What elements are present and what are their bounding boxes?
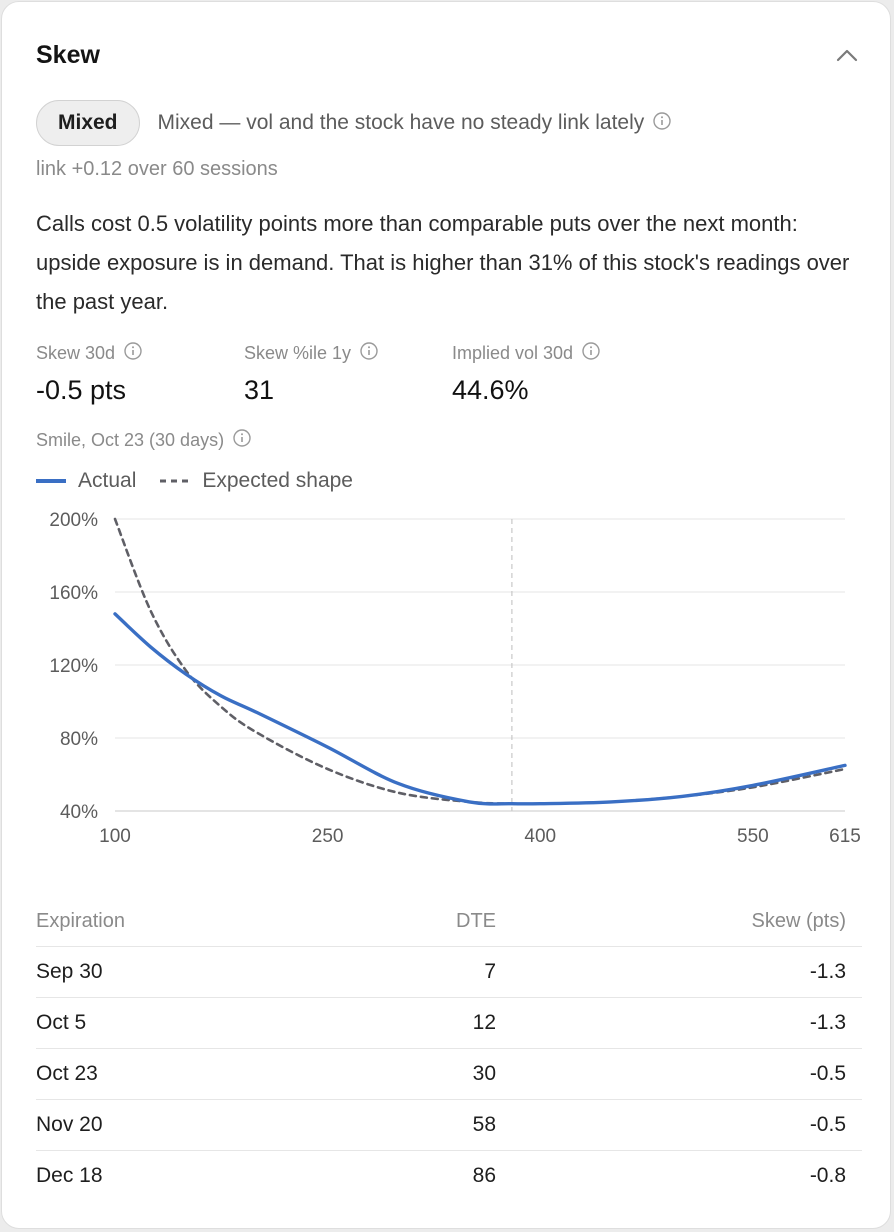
info-icon[interactable] (652, 111, 672, 136)
table-row: Oct 5 12 -1.3 (36, 998, 862, 1049)
cell-dte: 30 (472, 1062, 496, 1085)
info-icon[interactable] (232, 428, 252, 453)
info-icon[interactable] (359, 341, 379, 366)
table-row: Nov 20 58 -0.5 (36, 1100, 862, 1151)
metric-value: -0.5 pts (36, 375, 127, 405)
metric-skew-percentile: Skew %ile 1y 31 (244, 340, 379, 406)
legend-actual: Actual (36, 469, 136, 493)
x-tick-label: 250 (312, 826, 344, 847)
chart-legend: Actual Expected shape (36, 466, 377, 496)
x-tick-label: 100 (99, 826, 131, 847)
cell-dte: 7 (484, 960, 496, 983)
cell-expiration: Oct 23 (36, 1062, 98, 1085)
metric-skew-30d: Skew 30d -0.5 pts (36, 340, 143, 406)
cell-skew: -0.8 (809, 1164, 846, 1187)
table-header: Expiration DTE Skew (pts) (36, 896, 862, 947)
col-skew: Skew (pts) (751, 910, 846, 932)
info-icon[interactable] (123, 341, 143, 366)
metric-label: Skew %ile 1y (244, 342, 352, 363)
table-row: Oct 23 30 -0.5 (36, 1049, 862, 1100)
y-tick-label: 40% (60, 802, 98, 823)
smile-title: Smile, Oct 23 (30 days) (36, 430, 225, 450)
chevron-up-icon (836, 49, 858, 62)
metric-label: Implied vol 30d (452, 342, 574, 363)
metric-implied-vol: Implied vol 30d 44.6% (452, 340, 601, 406)
y-tick-label: 120% (49, 656, 98, 677)
table-row: Dec 18 86 -0.8 (36, 1151, 862, 1202)
y-tick-label: 200% (49, 510, 98, 531)
metric-value: 31 (244, 375, 275, 405)
info-icon[interactable] (581, 341, 601, 366)
cell-dte: 12 (472, 1011, 496, 1034)
cell-expiration: Sep 30 (36, 960, 103, 983)
cell-skew: -1.3 (809, 1011, 846, 1034)
cell-dte: 86 (472, 1164, 496, 1187)
metric-value: 44.6% (452, 375, 529, 405)
cell-expiration: Oct 5 (36, 1011, 87, 1034)
legend-solid-line-icon (36, 479, 66, 483)
skew-summary: Calls cost 0.5 volatility points more th… (36, 211, 850, 314)
x-tick-label: 615 (829, 826, 861, 847)
series-expected-line (113, 517, 847, 806)
legend-dashed-line-icon (160, 479, 191, 483)
card-title: Skew (36, 41, 100, 69)
x-tick-label: 550 (737, 826, 769, 847)
cell-expiration: Dec 18 (36, 1164, 103, 1187)
smile-chart: 40% 80% 120% 160% 200% 100 250 400 550 615 (49, 510, 861, 847)
x-tick-label: 400 (524, 826, 556, 847)
legend-label: Expected shape (202, 469, 353, 492)
link-stat: link +0.12 over 60 sessions (36, 158, 278, 180)
regime-badge: Mixed (36, 100, 140, 146)
regime-description: Mixed — vol and the stock have no steady… (157, 111, 645, 134)
table-row: Sep 30 7 -1.3 (36, 947, 862, 998)
series-actual-line (113, 612, 847, 806)
cell-dte: 58 (472, 1113, 496, 1136)
skew-table: Expiration DTE Skew (pts) Sep 30 7 -1.3 … (36, 896, 862, 1202)
cell-skew: -1.3 (809, 960, 846, 983)
cell-expiration: Nov 20 (36, 1113, 103, 1136)
smile-label: Smile, Oct 23 (30 days) (36, 428, 252, 453)
legend-label: Actual (78, 469, 137, 492)
y-tick-label: 80% (60, 729, 98, 750)
cell-skew: -0.5 (809, 1113, 846, 1136)
metric-label: Skew 30d (36, 342, 116, 363)
y-tick-label: 160% (49, 583, 98, 604)
card-header: Skew (36, 38, 858, 72)
col-expiration: Expiration (36, 910, 125, 932)
legend-expected: Expected shape (160, 469, 353, 493)
collapse-button[interactable] (830, 38, 864, 72)
regime-row: Mixed Mixed — vol and the stock have no … (36, 99, 672, 147)
cell-skew: -0.5 (809, 1062, 846, 1085)
col-dte: DTE (456, 910, 496, 932)
